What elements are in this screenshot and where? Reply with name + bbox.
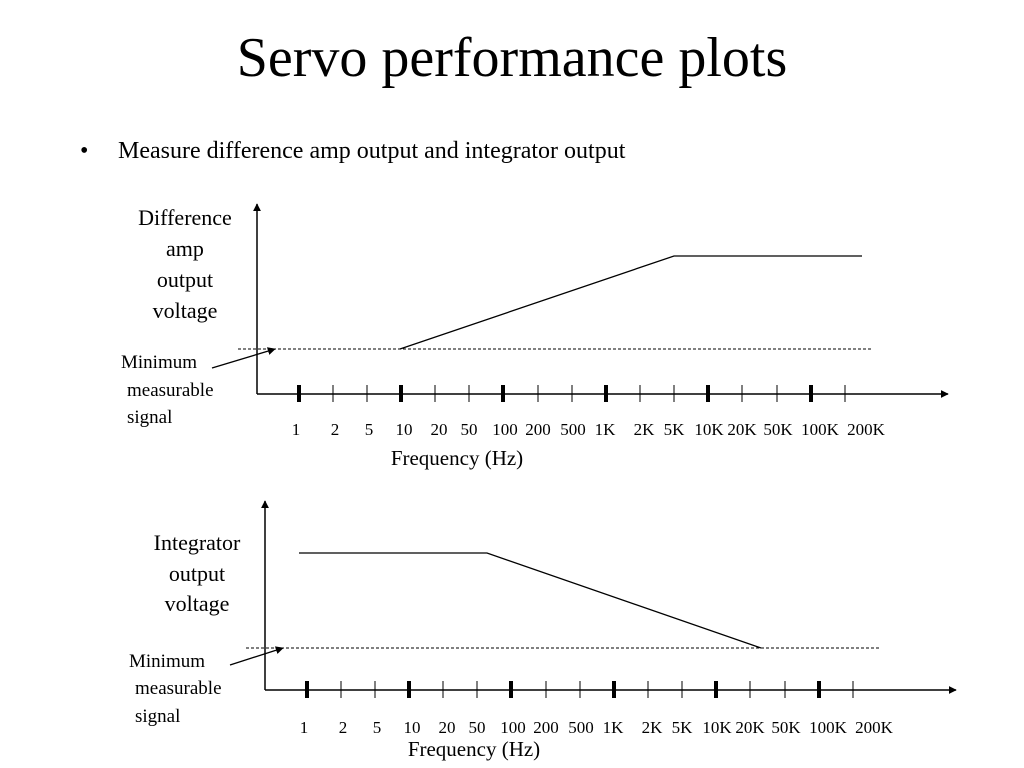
x-tick-labels: 1 2 5 10 20 50 100 200 500 1K 2K 5K 10K … [300, 718, 894, 737]
min-label-line: Minimum [129, 651, 205, 672]
tick-label: 100 [500, 718, 526, 737]
tick-label: 50 [469, 718, 486, 737]
bullet-icon: • [80, 138, 89, 164]
tick-label: 2K [634, 420, 656, 439]
y-label-line: amp [166, 236, 204, 261]
tick-label: 50K [763, 420, 793, 439]
tick-label: 1K [603, 718, 625, 737]
tick-label: 1 [300, 718, 309, 737]
minimum-signal-arrow [211, 347, 276, 369]
tick-label: 10K [694, 420, 724, 439]
tick-label: 100K [801, 420, 840, 439]
y-axis-label: Difference amp output voltage [138, 205, 232, 323]
tick-label: 5 [365, 420, 374, 439]
tick-label: 50K [771, 718, 801, 737]
tick-label: 20K [735, 718, 765, 737]
tick-label: 100 [492, 420, 518, 439]
minimum-signal-arrow [229, 646, 284, 666]
minimum-signal-label: Minimum measurable signal [129, 651, 222, 727]
bullet-item: • Measure difference amp output and inte… [80, 138, 625, 165]
tick-label: 1 [292, 420, 301, 439]
x-ticks [305, 681, 854, 698]
slide-title: Servo performance plots [236, 27, 788, 89]
minimum-signal-label: Minimum measurable signal [121, 352, 214, 428]
tick-label: 1K [595, 420, 617, 439]
y-label-line: voltage [153, 298, 218, 323]
tick-label: 200K [847, 420, 886, 439]
bullet-text: Measure difference amp output and integr… [118, 138, 626, 164]
response-curve [399, 255, 862, 350]
y-label-line: Difference [138, 205, 232, 230]
y-label-line: voltage [165, 591, 230, 616]
x-tick-labels: 1 2 5 10 20 50 100 200 500 1K 2K 5K 10K … [292, 420, 886, 439]
tick-label: 100K [809, 718, 848, 737]
x-ticks [297, 385, 846, 402]
tick-label: 500 [560, 420, 586, 439]
min-label-line: Minimum [121, 352, 197, 373]
y-label-line: output [157, 267, 213, 292]
tick-label: 200 [533, 718, 559, 737]
min-label-line: measurable [135, 678, 222, 699]
x-axis-label: Frequency (Hz) [391, 446, 523, 470]
min-label-line: signal [135, 706, 180, 727]
integrator-plot: Integrator output voltage Minimum measur… [129, 500, 957, 761]
x-axis-label: Frequency (Hz) [408, 737, 540, 761]
tick-label: 2K [642, 718, 664, 737]
tick-label: 200 [525, 420, 551, 439]
tick-label: 5 [373, 718, 382, 737]
tick-label: 10 [404, 718, 421, 737]
tick-label: 10K [702, 718, 732, 737]
tick-label: 5K [664, 420, 686, 439]
min-label-line: measurable [127, 380, 214, 401]
tick-label: 50 [461, 420, 478, 439]
tick-label: 10 [396, 420, 413, 439]
tick-label: 500 [568, 718, 594, 737]
tick-label: 20 [439, 718, 456, 737]
difference-amp-plot: Difference amp output voltage Minimum me… [121, 203, 949, 470]
tick-label: 20 [431, 420, 448, 439]
tick-label: 2 [331, 420, 340, 439]
y-label-line: Integrator [154, 530, 241, 555]
y-label-line: output [169, 561, 225, 586]
tick-label: 5K [672, 718, 694, 737]
tick-label: 200K [855, 718, 894, 737]
response-curve [299, 552, 762, 649]
min-label-line: signal [127, 407, 172, 428]
tick-label: 2 [339, 718, 348, 737]
y-axis-label: Integrator output voltage [154, 530, 241, 616]
tick-label: 20K [727, 420, 757, 439]
